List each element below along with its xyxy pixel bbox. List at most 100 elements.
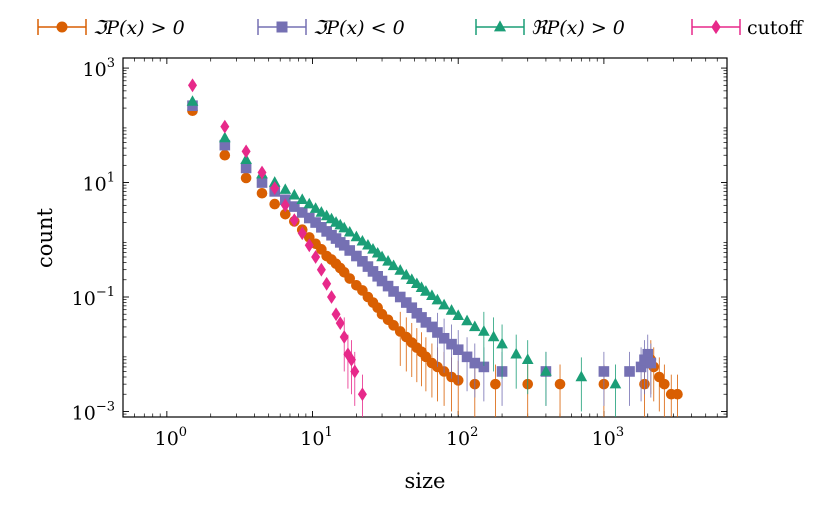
data-point	[400, 268, 413, 280]
data-point	[311, 250, 321, 264]
data-point	[445, 304, 458, 315]
data-point	[240, 172, 252, 184]
data-point	[322, 276, 332, 291]
data-point	[400, 297, 412, 308]
data-point	[426, 289, 438, 301]
data-point	[338, 221, 351, 233]
data-point	[309, 202, 322, 213]
minor-ticks	[123, 58, 727, 417]
data-point	[431, 293, 444, 305]
data-point	[639, 354, 650, 366]
data-point	[338, 240, 350, 251]
data-point	[357, 256, 368, 267]
data-point	[256, 187, 268, 199]
data-point	[240, 153, 252, 165]
data-point	[598, 366, 610, 377]
data-point	[438, 298, 450, 310]
data-point	[461, 351, 473, 363]
data-point	[303, 212, 315, 224]
data-point	[218, 131, 231, 143]
data-point	[339, 330, 349, 344]
data-point	[219, 139, 231, 151]
data-point	[220, 119, 230, 134]
data-point	[280, 198, 290, 213]
data-point	[279, 208, 291, 220]
data-point	[490, 378, 501, 390]
data-point	[257, 165, 267, 180]
data-point	[426, 321, 438, 333]
data-point	[382, 254, 394, 266]
data-point	[388, 286, 399, 297]
data-point	[487, 330, 500, 342]
data-point	[296, 193, 309, 205]
y-tick-label: 103	[83, 56, 115, 81]
data-point	[335, 316, 345, 330]
legend-marker	[493, 20, 507, 32]
legend-item: cutoff	[691, 17, 804, 39]
legend-label: ℑP(x) > 0	[93, 17, 185, 39]
data-point	[279, 183, 292, 194]
data-point	[269, 198, 281, 210]
data-point	[452, 309, 465, 321]
data-point	[452, 344, 464, 355]
data-point	[478, 361, 490, 373]
legend-label: cutoff	[747, 17, 804, 39]
data-point	[356, 234, 369, 246]
data-point	[382, 280, 394, 292]
data-point	[296, 207, 308, 218]
legend-marker	[276, 21, 288, 33]
legend-marker	[711, 19, 721, 35]
x-axis-title: size	[405, 469, 446, 493]
data-point	[469, 357, 481, 369]
x-tick-label: 103	[592, 425, 624, 450]
data-point	[303, 197, 316, 209]
data-point	[432, 327, 443, 338]
data-point	[554, 378, 566, 390]
data-point	[351, 250, 362, 262]
data-point	[310, 217, 321, 228]
data-point	[635, 361, 647, 373]
legend-item: ℜP(x) > 0	[475, 17, 625, 39]
data-point	[297, 226, 307, 241]
data-point	[461, 314, 473, 326]
y-tick-label: 10−3	[72, 399, 115, 424]
data-point	[327, 290, 337, 304]
data-point	[304, 238, 314, 253]
data-point	[343, 225, 356, 237]
x-tick-label: 100	[155, 425, 187, 450]
data-point	[357, 387, 367, 402]
data-point	[510, 347, 523, 359]
data-point	[420, 317, 432, 328]
data-point	[350, 364, 360, 379]
data-point	[344, 273, 356, 284]
data-point	[331, 307, 341, 322]
data-point	[219, 149, 231, 161]
legend-label: ℜP(x) > 0	[531, 17, 625, 39]
data-point	[406, 302, 418, 314]
data-point	[438, 332, 450, 344]
data-point	[256, 177, 268, 188]
series-4	[188, 78, 367, 417]
data-point	[376, 250, 388, 262]
y-axis-title: count	[33, 207, 57, 267]
x-tick-label: 101	[300, 425, 332, 450]
data-point	[240, 162, 252, 174]
series-layer	[186, 78, 683, 417]
y-tick-label: 10−1	[72, 285, 115, 310]
data-point	[376, 275, 388, 287]
data-point	[478, 325, 490, 336]
legend-item: ℑP(x) > 0	[37, 17, 185, 39]
data-point	[540, 365, 552, 376]
data-point	[672, 388, 683, 400]
data-point	[241, 144, 251, 159]
data-point	[344, 245, 356, 256]
data-point	[387, 259, 400, 271]
data-point	[521, 353, 534, 365]
x-tick-label: 102	[446, 425, 478, 450]
legend-item: ℑP(x) < 0	[257, 17, 405, 39]
data-point	[624, 366, 635, 377]
data-point	[289, 201, 300, 212]
data-point	[186, 95, 199, 106]
data-point	[609, 377, 622, 389]
